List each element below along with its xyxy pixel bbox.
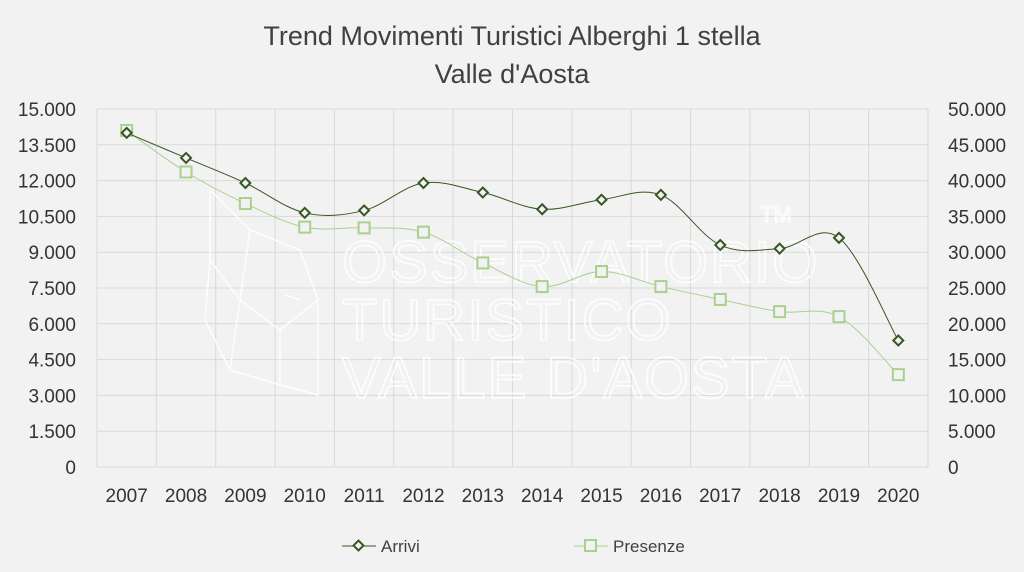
y-left-tick-label: 4.500	[28, 351, 76, 372]
x-tick-label: 2007	[106, 486, 148, 507]
y-left-tick-label: 6.000	[28, 315, 76, 336]
chart-title-line-2: Valle d'Aosta	[435, 59, 591, 89]
data-point-presenze	[357, 221, 371, 235]
y-left-tick-label: 7.500	[28, 279, 76, 300]
y-right-tick-label: 10.000	[948, 386, 1006, 407]
x-tick-label: 2017	[699, 486, 741, 507]
data-point-presenze	[416, 225, 430, 239]
legend-item-presenze: Presenze	[574, 537, 685, 556]
x-tick-label: 2019	[818, 486, 860, 507]
x-tick-label: 2018	[758, 486, 800, 507]
y-left-tick-label: 3.000	[28, 386, 76, 407]
data-point-arrivi	[832, 231, 846, 245]
x-tick-label: 2010	[284, 486, 326, 507]
y-left-tick-label: 9.000	[28, 243, 76, 264]
x-tick-label: 2009	[224, 486, 266, 507]
right-axis: 0 5.000 10.000 15.000 20.000 25.000 30.000 35.0…	[948, 100, 1006, 479]
data-point-arrivi	[535, 202, 549, 216]
data-point-arrivi	[298, 206, 312, 220]
y-right-tick-label: 35.000	[948, 207, 1006, 228]
y-right-tick-label: 45.000	[948, 136, 1006, 157]
data-point-arrivi	[357, 204, 371, 217]
legend-arrivi-marker	[352, 539, 365, 552]
x-tick-label: 2013	[462, 486, 504, 507]
y-right-tick-label: 40.000	[948, 172, 1006, 193]
watermark-line-1: OSSERVATORIO	[342, 230, 819, 295]
y-right-tick-label: 25.000	[948, 279, 1006, 300]
data-point-presenze	[535, 280, 549, 294]
mountain-icon	[204, 188, 319, 396]
data-point-arrivi	[713, 238, 727, 252]
watermark-trademark: TM	[760, 202, 792, 227]
y-right-tick-label: 0	[948, 458, 959, 479]
x-tick-label: 2016	[640, 486, 682, 507]
left-axis: 0 1.500 3.000 4.500 6.000 7.500 9.000 10.500 12.…	[18, 100, 76, 479]
legend-arrivi-label: Arrivi	[381, 537, 420, 556]
y-right-tick-label: 50.000	[948, 100, 1006, 121]
data-point-arrivi	[891, 334, 905, 347]
y-right-tick-label: 15.000	[948, 351, 1006, 372]
data-point-presenze	[595, 265, 609, 279]
data-point-arrivi	[476, 186, 490, 199]
data-point-arrivi	[595, 193, 608, 207]
data-point-presenze	[832, 310, 846, 324]
data-point-presenze	[713, 292, 727, 306]
data-point-presenze	[654, 280, 668, 294]
y-right-tick-label: 20.000	[948, 315, 1006, 336]
y-left-tick-label: 12.000	[18, 172, 76, 193]
x-tick-label: 2011	[344, 486, 385, 507]
series-layer	[120, 123, 905, 382]
data-point-arrivi	[773, 242, 786, 255]
y-left-tick-label: 13.500	[18, 136, 76, 157]
x-tick-label: 2008	[165, 486, 207, 507]
x-tick-label: 2012	[402, 486, 444, 507]
data-point-presenze	[773, 305, 787, 319]
legend: Arrivi Presenze	[342, 537, 685, 556]
y-left-tick-label: 1.500	[28, 422, 76, 443]
chart-title-line-1: Trend Movimenti Turistici Alberghi 1 ste…	[263, 21, 761, 51]
data-point-arrivi	[417, 176, 430, 190]
x-tick-label: 2015	[580, 486, 622, 507]
data-point-arrivi	[179, 151, 193, 165]
data-point-arrivi	[120, 126, 134, 140]
x-tick-label: 2020	[877, 486, 919, 507]
data-point-presenze	[891, 368, 905, 382]
y-left-tick-label: 0	[65, 458, 76, 479]
x-tick-label: 2014	[521, 486, 564, 507]
data-point-presenze	[298, 220, 312, 234]
watermark-line-3: VALLE D'AOSTA	[342, 346, 806, 411]
x-axis: 2007 2008 2009 2010 2011 2012 2013 2014 2015 2016…	[106, 486, 920, 507]
y-right-tick-label: 5.000	[948, 422, 996, 443]
y-left-tick-label: 15.000	[18, 100, 76, 121]
data-point-presenze	[238, 197, 252, 211]
y-right-tick-label: 30.000	[948, 243, 1006, 264]
data-point-presenze	[179, 165, 193, 179]
data-point-arrivi	[654, 188, 668, 202]
series-arrivi	[120, 126, 905, 347]
watermark-line-2: TURISTICO	[342, 288, 673, 353]
legend-presenze-marker	[584, 539, 597, 552]
legend-presenze-label: Presenze	[613, 537, 685, 556]
data-point-arrivi	[239, 176, 252, 190]
y-left-tick-label: 10.500	[18, 207, 76, 228]
watermark-logo: OSSERVATORIO TURISTICO VALLE D'AOSTA TM	[204, 188, 819, 412]
legend-item-arrivi: Arrivi	[342, 537, 420, 556]
data-point-presenze	[476, 256, 490, 270]
